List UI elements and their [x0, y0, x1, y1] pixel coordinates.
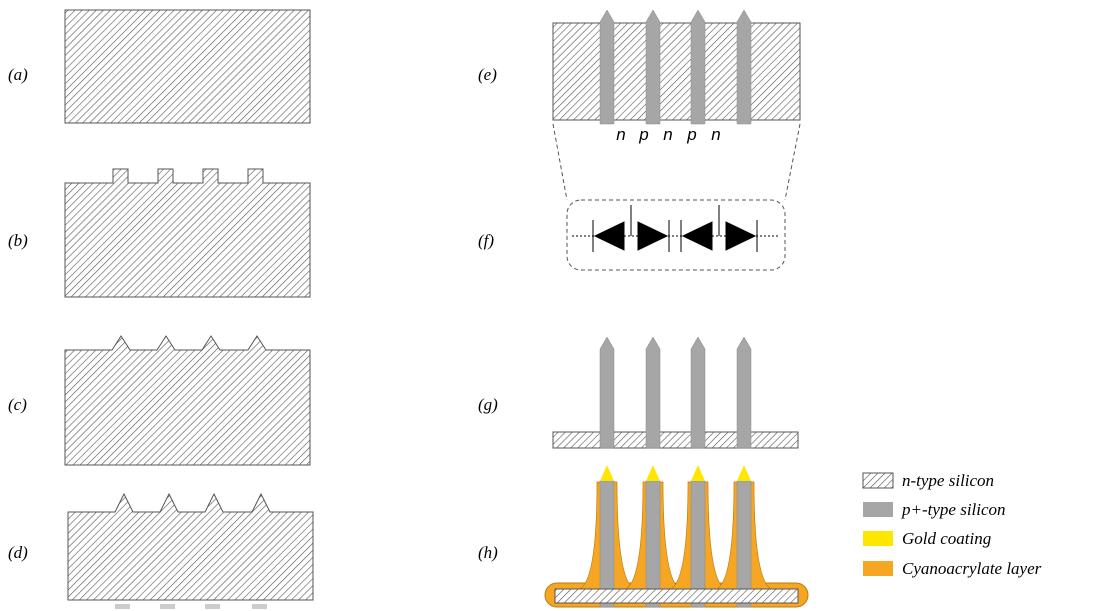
p-pillar	[691, 10, 705, 124]
p-pillars-coated	[576, 465, 775, 607]
panel-label: (h)	[478, 543, 498, 562]
junction-label: n	[616, 125, 625, 144]
junction-label: p	[686, 125, 696, 144]
p-pillar	[691, 481, 705, 607]
junction-label: p	[638, 125, 648, 144]
gold-tip	[691, 465, 705, 481]
panel-label: (a)	[8, 65, 28, 84]
legend-swatch	[863, 473, 893, 488]
p-pillar	[600, 337, 614, 448]
p-pillar	[646, 337, 660, 448]
p-pillar	[691, 337, 705, 448]
p-pillar	[646, 481, 660, 607]
legend-label: n-type silicon	[902, 471, 994, 490]
panel-label: (b)	[8, 231, 28, 250]
diode-chain	[572, 205, 780, 252]
panel-label: (f)	[478, 231, 494, 250]
n-silicon-base	[553, 432, 798, 448]
p-pillar	[646, 10, 660, 124]
panel-label: (g)	[478, 395, 498, 414]
legend-label: Gold coating	[902, 529, 991, 548]
gold-tip	[737, 465, 751, 481]
panel-label: (c)	[8, 395, 27, 414]
n-silicon	[553, 23, 800, 120]
junction-label: n	[711, 125, 720, 144]
p-pillar	[600, 10, 614, 124]
n-silicon-thinned	[68, 494, 313, 600]
p-pillar	[737, 337, 751, 448]
n-silicon	[65, 10, 310, 123]
junction-label: n	[663, 125, 672, 144]
figure: (a) (b) (c) (d) (e) (f) (g) (h) n-type s…	[0, 0, 1110, 611]
n-silicon-posts	[65, 169, 310, 297]
p-pillar	[737, 10, 751, 124]
n-silicon-base	[555, 589, 798, 603]
panel-label: (d)	[8, 543, 28, 562]
gold-tip	[600, 465, 614, 481]
zoom-line	[553, 124, 567, 200]
gold-tip	[646, 465, 660, 481]
p-pillar	[737, 481, 751, 607]
panel-label: (e)	[478, 65, 497, 84]
legend-label: p+-type silicon	[901, 500, 1006, 519]
zoom-line	[785, 124, 800, 200]
p-pillars	[600, 337, 751, 448]
bottom-marks	[115, 604, 267, 609]
legend-label: Cyanoacrylate layer	[902, 559, 1042, 578]
legend-swatch	[863, 531, 893, 546]
p-pillar	[600, 481, 614, 607]
legend-swatch	[863, 561, 893, 576]
n-silicon-tips	[65, 336, 310, 465]
legend-swatch	[863, 502, 893, 517]
